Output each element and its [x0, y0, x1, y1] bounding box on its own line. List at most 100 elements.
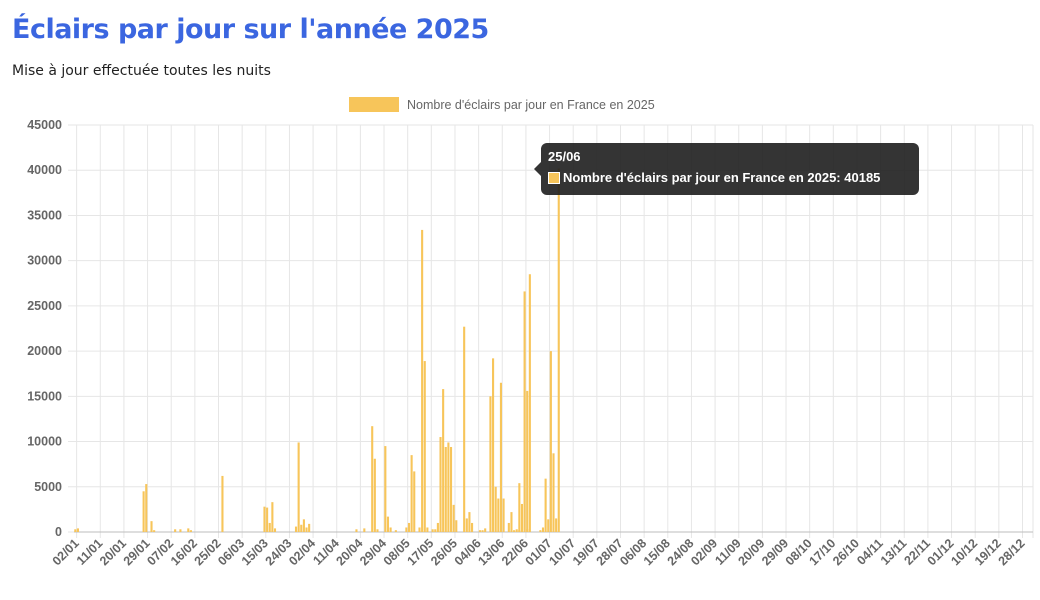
bar	[150, 521, 153, 532]
chart-legend[interactable]: Nombre d'éclairs par jour en France en 2…	[349, 97, 655, 112]
y-tick-label: 45000	[27, 118, 62, 132]
bar	[444, 446, 447, 532]
x-tick-label: 25/02	[192, 536, 224, 568]
x-axis: 02/0111/0120/0129/0107/0216/0225/0206/03…	[50, 536, 1028, 568]
x-tick-label: 01/07	[523, 536, 555, 568]
bar	[271, 502, 274, 532]
bar	[376, 529, 379, 532]
bar	[470, 522, 474, 532]
y-tick-label: 5000	[34, 480, 62, 494]
bar	[394, 530, 397, 532]
tooltip-row: Nombre d'éclairs par jour en France en 2…	[548, 170, 912, 185]
bar	[526, 390, 529, 532]
x-tick-label: 29/04	[357, 536, 389, 568]
bar	[145, 484, 148, 532]
bar	[513, 530, 516, 532]
bar	[74, 529, 77, 532]
bar	[507, 522, 510, 532]
tooltip-date: 25/06	[548, 149, 581, 164]
bar	[489, 396, 492, 532]
bar	[300, 524, 303, 532]
bar	[410, 455, 413, 532]
bar	[373, 458, 376, 532]
page-subtitle: Mise à jour effectuée toutes les nuits	[12, 63, 271, 79]
bar	[268, 522, 271, 532]
x-tick-label: 15/03	[239, 536, 271, 568]
y-tick-label: 35000	[27, 208, 62, 222]
bar	[497, 498, 500, 532]
bar	[447, 442, 450, 532]
bar	[297, 442, 300, 532]
x-tick-label: 06/08	[617, 536, 649, 568]
bar	[386, 516, 390, 532]
bar	[547, 519, 550, 532]
x-tick-label: 29/01	[121, 536, 153, 568]
bar	[174, 529, 177, 532]
bar	[308, 523, 311, 532]
bar	[481, 530, 484, 532]
bar	[263, 506, 266, 532]
bar	[557, 168, 560, 532]
bar	[423, 361, 426, 532]
bar	[492, 358, 495, 532]
bar	[518, 483, 521, 532]
x-tick-label: 26/10	[830, 536, 862, 568]
bar	[76, 528, 79, 532]
bar	[405, 527, 408, 532]
bar	[431, 529, 434, 532]
bar	[439, 437, 442, 532]
bar	[434, 529, 437, 532]
bar	[305, 527, 308, 532]
bar	[421, 229, 424, 532]
bar	[436, 522, 439, 532]
bar	[302, 519, 305, 532]
x-tick-label: 26/05	[428, 536, 460, 568]
bar	[544, 478, 547, 532]
bar	[187, 528, 190, 532]
bars	[74, 168, 560, 532]
tooltip-swatch	[548, 171, 560, 184]
x-tick-label: 20/09	[735, 536, 767, 568]
legend-swatch	[349, 97, 399, 112]
x-tick-label: 10/07	[546, 536, 578, 568]
bar	[389, 527, 392, 532]
y-tick-label: 40000	[27, 163, 62, 177]
bar	[528, 274, 531, 532]
bar	[384, 446, 387, 532]
x-tick-label: 28/07	[594, 536, 626, 568]
bar	[426, 527, 429, 532]
chart-tooltip: 25/06 Nombre d'éclairs par jour en Franc…	[534, 143, 919, 195]
y-tick-label: 15000	[27, 389, 62, 403]
bar	[520, 503, 524, 532]
x-tick-label: 22/06	[499, 536, 531, 568]
tooltip-value: Nombre d'éclairs par jour en France en 2…	[563, 170, 881, 185]
bar	[355, 529, 358, 532]
x-tick-label: 10/12	[948, 536, 980, 568]
x-tick-label: 13/11	[878, 536, 910, 568]
x-tick-label: 24/08	[665, 536, 697, 568]
x-tick-label: 19/12	[972, 536, 1004, 568]
x-tick-label: 17/05	[404, 536, 436, 568]
y-tick-label: 20000	[27, 344, 62, 358]
x-tick-label: 15/08	[641, 536, 673, 568]
x-tick-label: 29/09	[759, 536, 791, 568]
bar	[515, 529, 518, 532]
x-tick-label: 08/10	[783, 536, 815, 568]
bar	[502, 498, 505, 532]
bar	[452, 504, 455, 532]
bar	[189, 530, 192, 532]
x-tick-label: 13/06	[475, 536, 507, 568]
y-axis: 0 5000 10000 15000 20000 25000 30000 35000 40000…	[27, 118, 62, 539]
x-tick-label: 02/09	[688, 536, 720, 568]
bar	[363, 528, 366, 532]
x-tick-label: 04/06	[452, 536, 484, 568]
bar	[449, 446, 453, 532]
bar	[518, 530, 521, 532]
bar	[552, 453, 555, 532]
x-tick-label: 19/07	[570, 536, 602, 568]
bar	[266, 507, 269, 532]
y-tick-label: 25000	[27, 299, 62, 313]
bar	[539, 530, 542, 532]
x-tick-label: 20/04	[333, 536, 365, 568]
